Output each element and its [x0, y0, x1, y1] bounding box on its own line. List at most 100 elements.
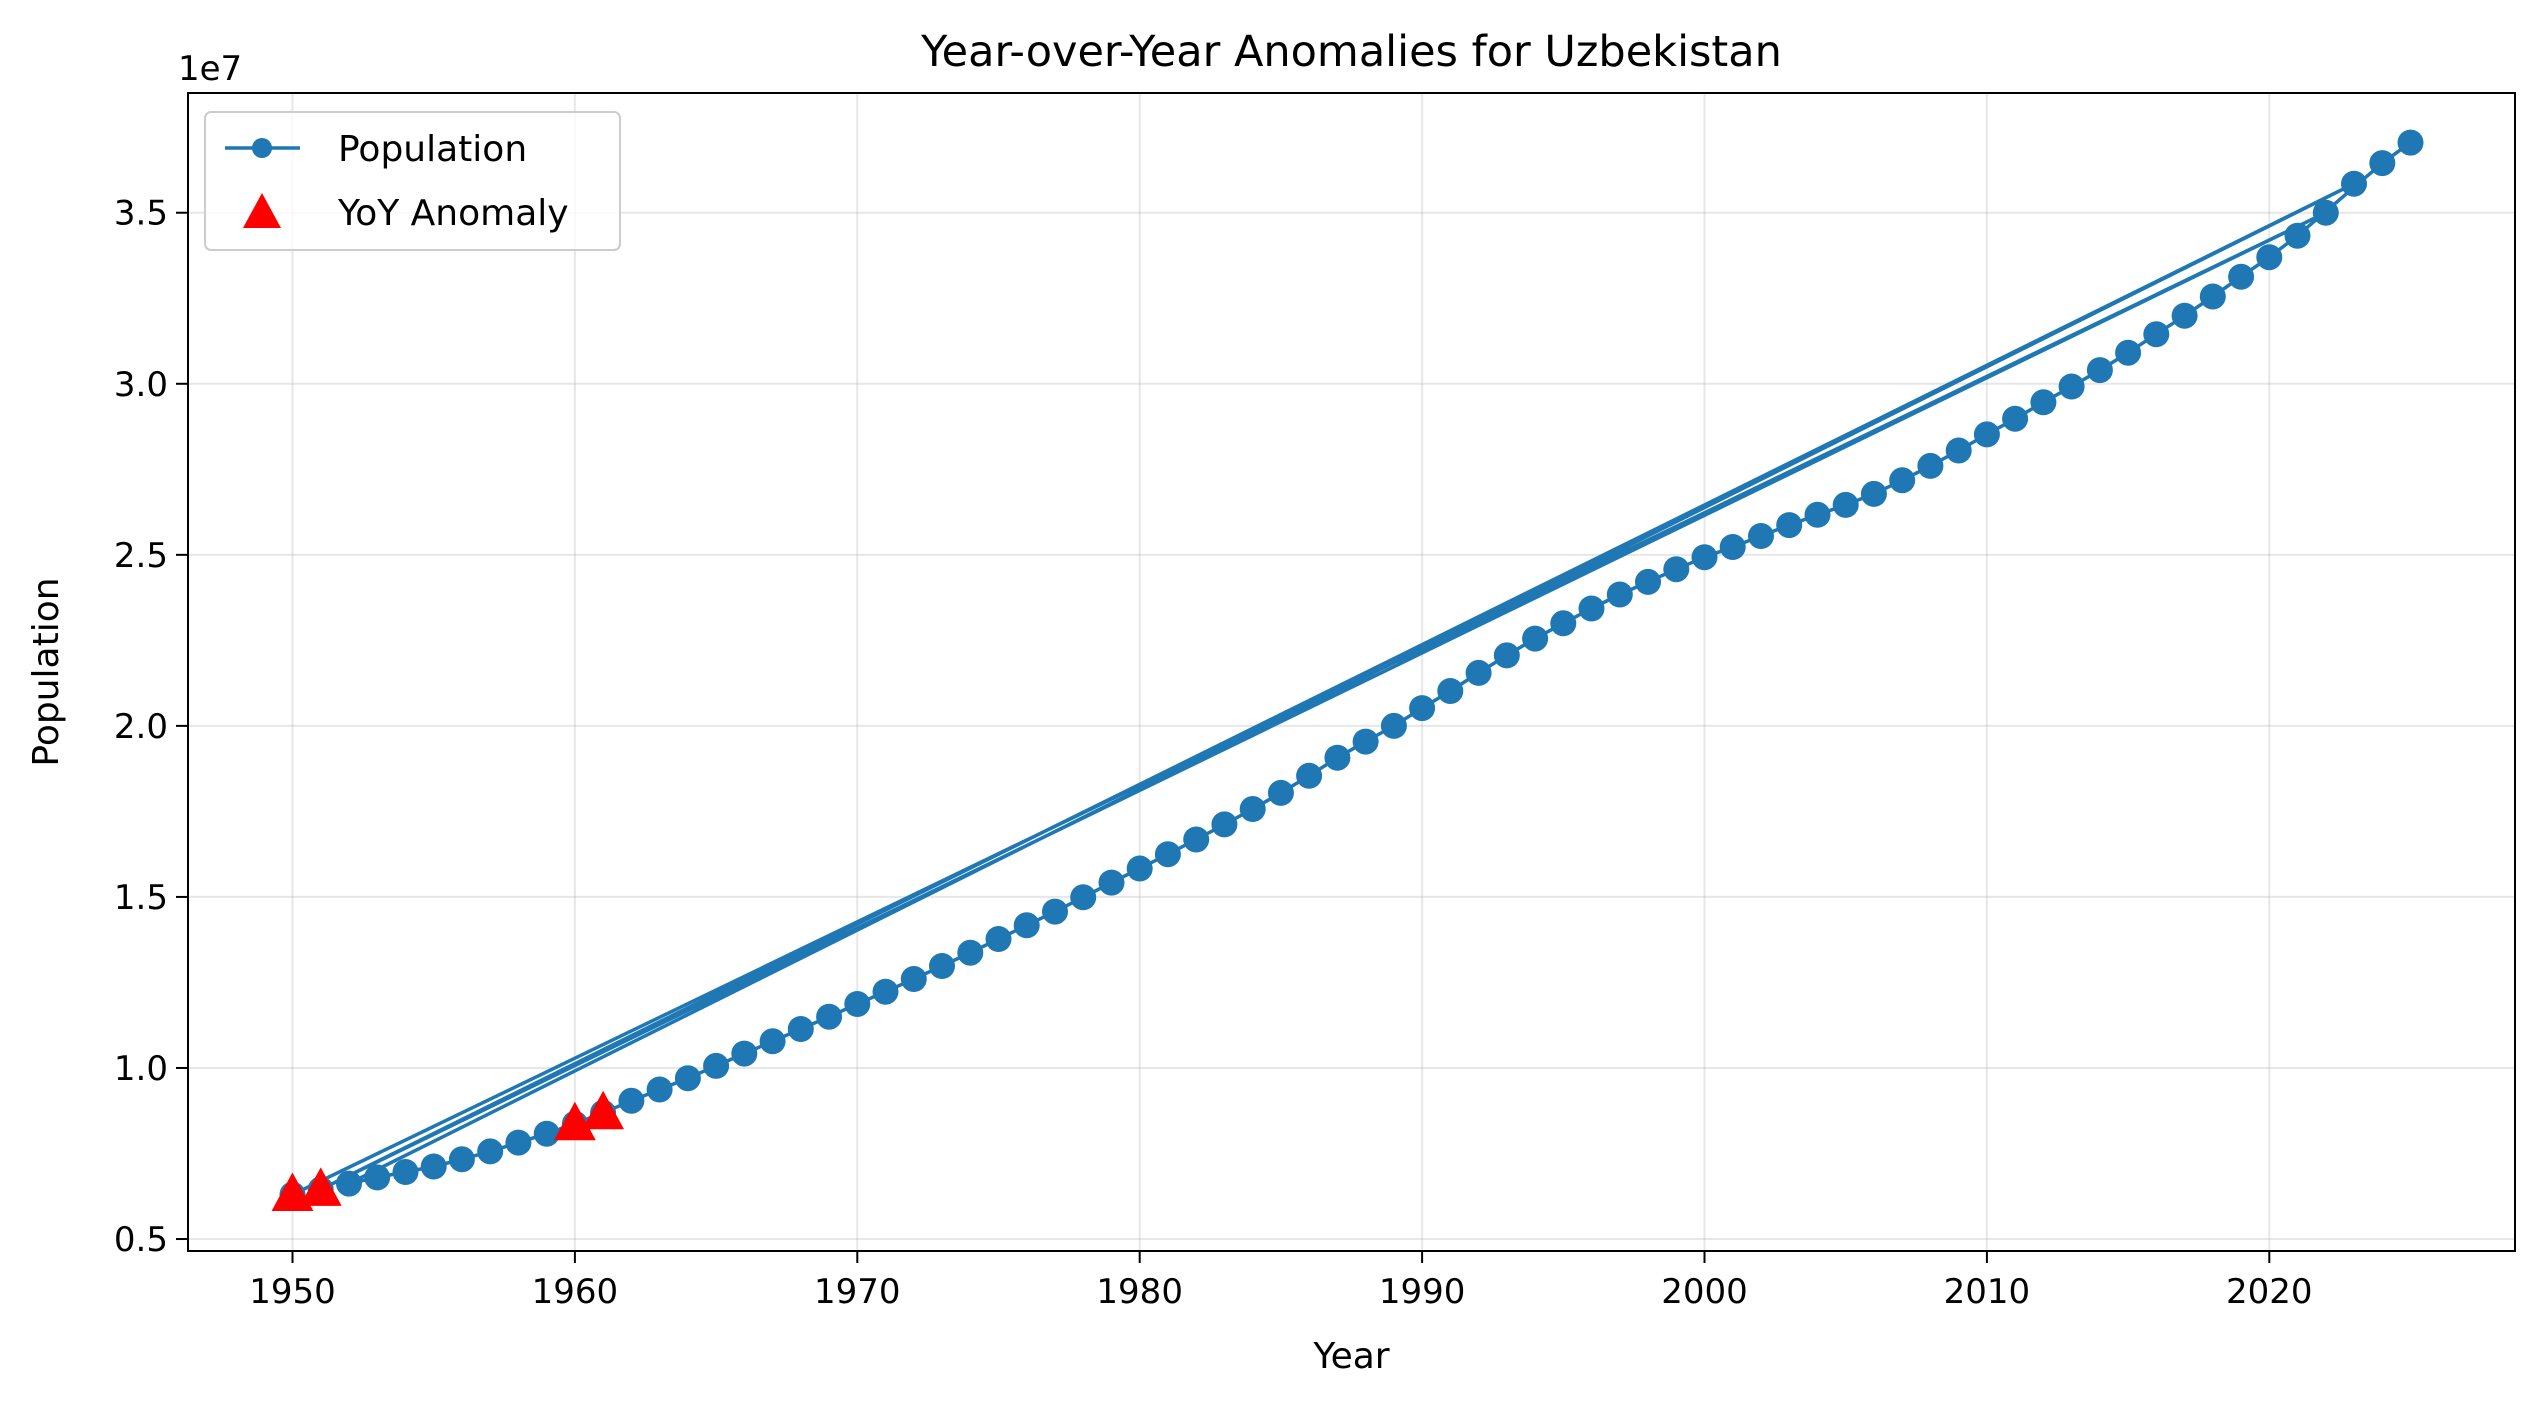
population-point: [364, 1164, 391, 1191]
population-point: [420, 1153, 447, 1180]
yoy-anomaly-point: [299, 1167, 342, 1206]
population-point: [985, 926, 1012, 952]
population-point: [1691, 544, 1718, 571]
legend-population-label: Population: [338, 129, 527, 170]
population-point: [646, 1076, 673, 1103]
y-axis-label: Population: [26, 577, 67, 766]
population-point: [816, 1003, 843, 1030]
population-point: [1804, 501, 1831, 528]
population-point: [787, 1016, 814, 1042]
population-point: [929, 953, 955, 979]
population-point: [1493, 642, 1520, 669]
legend-anomaly-marker: [243, 193, 281, 228]
population-point: [1437, 678, 1464, 704]
population-point: [731, 1040, 758, 1067]
x-tick-label: 2010: [1944, 1272, 2031, 1312]
population-point: [2397, 129, 2424, 156]
x-tick-label: 1990: [1379, 1272, 1466, 1312]
population-point: [1324, 744, 1351, 771]
x-tick-label: 1950: [249, 1272, 336, 1312]
population-point: [1578, 595, 1605, 622]
population-point: [674, 1065, 701, 1092]
population-point: [2199, 283, 2226, 310]
population-point: [1267, 779, 1294, 806]
y-tick-label: 1.5: [114, 878, 168, 918]
y-tick-label: 2.0: [114, 707, 168, 747]
y-tick-label: 0.5: [114, 1220, 168, 1260]
population-point: [1832, 491, 1859, 518]
population-point: [2369, 150, 2396, 177]
population-point: [336, 1170, 362, 1197]
population-point: [759, 1028, 786, 1055]
population-point: [1663, 556, 1690, 583]
population-point: [1776, 512, 1803, 539]
population-point: [2058, 373, 2085, 400]
population-point: [703, 1052, 730, 1079]
population-point: [2143, 321, 2170, 348]
population-point: [2171, 302, 2198, 329]
population-point: [872, 978, 899, 1005]
y-axis-offset-label: 1e7: [178, 49, 242, 89]
population-point: [2341, 170, 2367, 197]
population-point: [2030, 389, 2057, 416]
population-point: [1917, 452, 1944, 479]
population-point: [505, 1129, 532, 1156]
x-axis-label: Year: [1312, 1336, 1389, 1377]
axis-ticks: 1950 1960 1970 1980 1990 2000 2010 2020 0.5 1.0 1.…: [114, 194, 2313, 1312]
population-point: [1098, 869, 1125, 896]
population-point: [1126, 855, 1153, 882]
y-tick-label: 3.0: [114, 365, 168, 405]
population-point: [1973, 421, 2000, 448]
population-point: [1013, 912, 1040, 939]
population-point: [477, 1138, 504, 1165]
population-point: [2086, 357, 2113, 384]
population-point: [1719, 534, 1746, 560]
population-point: [1211, 811, 1238, 838]
population-point: [1748, 523, 1774, 549]
population-point: [900, 966, 927, 992]
population-point: [1042, 898, 1068, 925]
legend-population-marker: [252, 138, 272, 158]
population-point: [1635, 568, 1661, 595]
x-tick-label: 2020: [2226, 1272, 2313, 1312]
yoy-anomaly-point: [582, 1090, 625, 1130]
y-tick-label: 1.0: [114, 1049, 168, 1089]
legend-box: [204, 111, 621, 251]
population-point: [2284, 222, 2311, 249]
population-point: [1889, 467, 1916, 494]
population-point: [2256, 244, 2283, 271]
population-point: [1154, 841, 1181, 868]
x-tick-label: 1960: [532, 1272, 619, 1312]
population-point: [1945, 437, 1972, 464]
population-point: [1380, 712, 1407, 739]
population-point: [533, 1120, 560, 1147]
population-point: [844, 991, 871, 1017]
population-point: [2228, 263, 2255, 290]
population-point: [448, 1146, 475, 1173]
axes-frame: [187, 92, 2516, 1252]
population-point: [392, 1159, 419, 1185]
plot-area: [271, 129, 2424, 1212]
population-point: [1606, 581, 1633, 608]
x-tick-label: 1970: [814, 1272, 901, 1312]
x-tick-label: 1980: [1096, 1272, 1183, 1312]
chart-title: Year-over-Year Anomalies for Uzbekistan: [920, 27, 1782, 77]
grid-lines: [188, 93, 2515, 1251]
population-point: [1296, 762, 1323, 789]
population-point: [1352, 728, 1379, 755]
population-point: [1070, 884, 1097, 911]
yoy-anomaly-point: [553, 1101, 596, 1141]
x-tick-label: 2000: [1661, 1272, 1748, 1312]
legend-anomaly-label: YoY Anomaly: [337, 193, 569, 234]
population-point: [1860, 480, 1887, 507]
population-point: [957, 939, 984, 966]
population-point: [1239, 796, 1266, 822]
legend: Population YoY Anomaly: [204, 111, 621, 251]
population-point: [1550, 610, 1577, 637]
population-point: [618, 1087, 645, 1114]
y-tick-label: 3.5: [114, 194, 168, 234]
population-point: [2115, 339, 2142, 366]
population-point: [2002, 405, 2029, 432]
